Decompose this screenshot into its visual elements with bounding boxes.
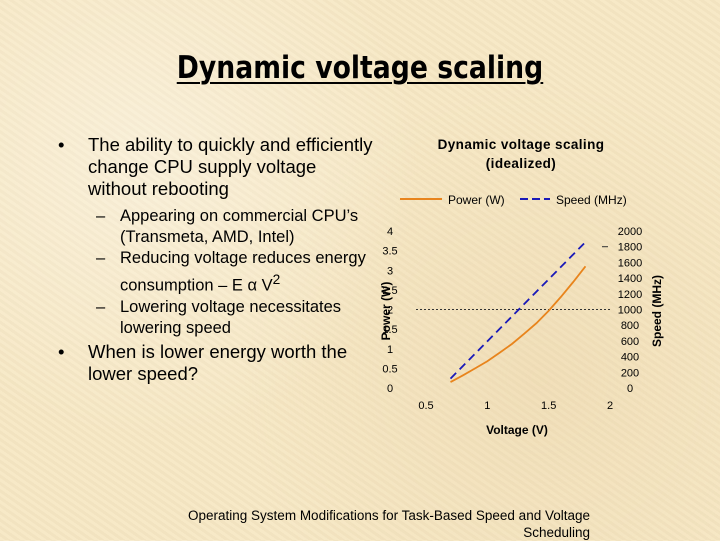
y-right-tick-label: 600	[621, 336, 639, 348]
x-tick-label: 1	[484, 400, 490, 412]
plot-lines	[416, 241, 610, 383]
y-left-tick-label: 2	[387, 305, 393, 317]
y-right-tick-label: 1400	[618, 273, 642, 285]
legend-power-label: Power (W)	[448, 193, 505, 207]
footer-line2: Scheduling	[523, 525, 590, 540]
x-axis-label: Voltage (V)	[486, 423, 548, 437]
y-right-tick-label: 1600	[618, 257, 642, 269]
y-right-tick-label: 1800	[618, 242, 642, 254]
x-tick-label: 2	[607, 400, 613, 412]
y-left-tick-label: 1.5	[382, 324, 397, 336]
y-right-tick-label: 1200	[618, 289, 642, 301]
chart-svg: Dynamic voltage scaling (idealized) Powe…	[379, 137, 664, 437]
y-left-tick-label: 3	[387, 265, 393, 277]
bullet-marker: •	[58, 340, 65, 362]
subbullet-item: – Reducing voltage reduces energy consum…	[58, 248, 378, 297]
y-right-tick-label: 400	[621, 352, 639, 364]
bullet-list: • The ability to quickly and efficiently…	[58, 134, 378, 385]
bullet-item: • The ability to quickly and efficiently…	[58, 134, 378, 200]
chart-title-line2: (idealized)	[486, 156, 556, 171]
subbullet-text: Appearing on commercial CPU’s (Transmeta…	[120, 207, 359, 246]
y-left-tick-label: 1	[387, 344, 393, 356]
y-left-tick-label: 0	[387, 383, 393, 395]
x-tick-label: 1.5	[541, 400, 556, 412]
subbullet-list: – Appearing on commercial CPU’s (Transme…	[58, 206, 378, 339]
x-tick-label: 0.5	[418, 400, 433, 412]
y-right-tick-labels: 0 200 400 600 800 1000 1200 1400 1600 1800 2000	[618, 226, 642, 395]
y-left-tick-label: 3.5	[382, 246, 397, 258]
y-right-tick-label: 2000	[618, 226, 642, 238]
subbullet-text: Lowering voltage necessitates lowering s…	[120, 297, 342, 337]
bullet-text: The ability to quickly and efficiently c…	[88, 134, 373, 199]
bullet-text: When is lower energy worth the lower spe…	[88, 340, 348, 384]
speed-series-line	[449, 241, 587, 380]
y-right-tick-label: 1000	[618, 305, 642, 317]
y-left-axis-label: Power (W)	[379, 282, 393, 341]
x-tick-labels: 0.5 1 1.5 2	[418, 400, 613, 412]
footer-line1: Operating System Modifications for Task-…	[188, 508, 590, 523]
footer: Operating System Modifications for Task-…	[150, 507, 590, 541]
subbullet-text: Reducing voltage reduces energy consumpt…	[120, 249, 366, 295]
legend-speed-label: Speed (MHz)	[556, 193, 627, 207]
superscript: 2	[272, 272, 281, 287]
voltage-chart: Dynamic voltage scaling (idealized) Powe…	[370, 130, 675, 445]
y-left-tick-label: 0.5	[382, 363, 397, 375]
y-right-tick-label: 200	[621, 367, 639, 379]
y-right-tick-label: 0	[627, 383, 633, 395]
y-left-tick-label: 2.5	[382, 285, 397, 297]
power-series-line	[450, 265, 587, 383]
subbullet-item: – Lowering voltage necessitates lowering…	[58, 297, 378, 339]
subbullet-marker: –	[96, 297, 106, 316]
slide-title: Dynamic voltage scaling	[176, 50, 544, 86]
bullet-marker: •	[58, 134, 65, 155]
bullet-item: • When is lower energy worth the lower s…	[58, 341, 378, 385]
subbullet-marker: –	[96, 207, 106, 225]
y-left-tick-label: 4	[387, 226, 393, 238]
subbullet-marker: –	[96, 249, 106, 267]
y-right-tick-label: 800	[621, 320, 639, 332]
y-right-axis-label: Speed (MHz)	[650, 275, 664, 347]
subbullet-item: – Appearing on commercial CPU’s (Transme…	[58, 206, 378, 248]
chart-title-line1: Dynamic voltage scaling	[438, 137, 605, 152]
y-left-tick-labels: 0 0.5 1 1.5 2 2.5 3 3.5 4	[382, 226, 397, 395]
